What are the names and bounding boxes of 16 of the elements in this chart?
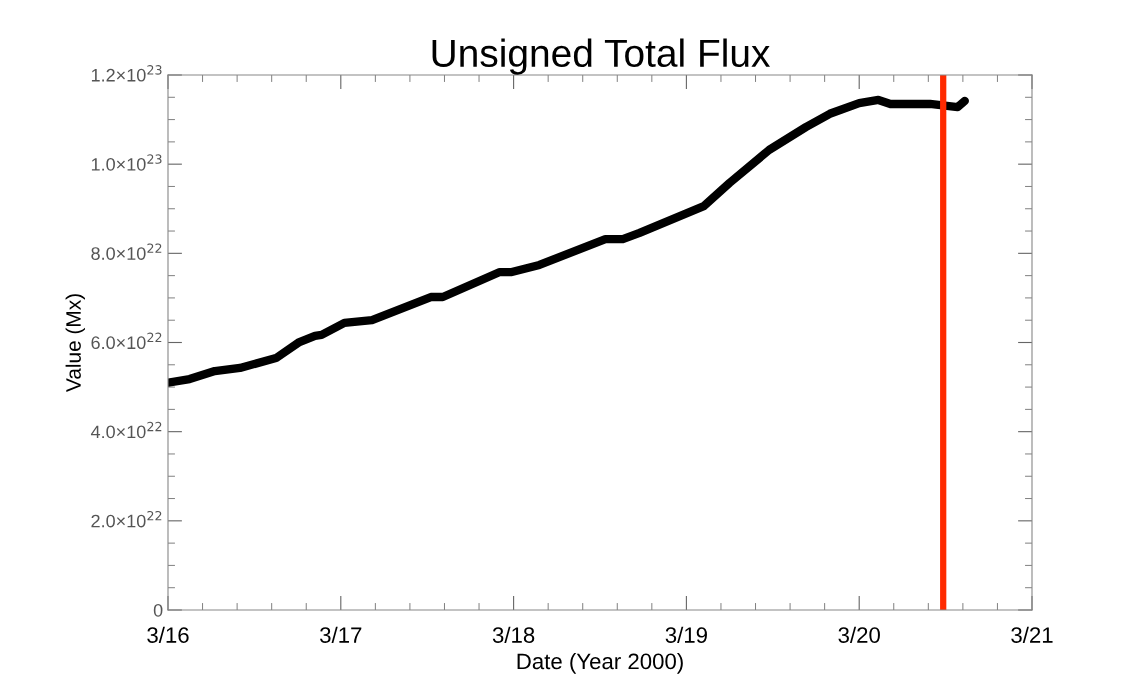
x-axis-title: Date (Year 2000): [517, 652, 683, 674]
chart-title: Unsigned Total Flux: [432, 38, 771, 75]
y-tick-label: 1.2×10$^{23}$: [91, 65, 162, 82]
x-tick-label: 3/16: [147, 626, 189, 643]
y-tick-label: 0: [153, 603, 163, 617]
x-tick-label: 3/17: [320, 626, 362, 643]
y-tick-label: 6.0×10$^{22}$: [91, 332, 162, 350]
x-tick-label: 3/18: [492, 626, 535, 643]
y-tick-label: 4.0×10$^{22}$: [90, 421, 162, 439]
x-tick-label: 3/19: [665, 626, 707, 643]
y-tick-label: 1.0×10$^{23}$: [91, 154, 162, 171]
y-axis-title: Value (Mx): [65, 294, 85, 392]
y-tick-label: 8.0×10$^{22}$: [91, 243, 162, 260]
x-tick-label: 3/21: [1011, 626, 1053, 643]
x-tick-label: 3/20: [838, 626, 880, 643]
y-tick-label: 2.0×10$^{22}$: [91, 510, 162, 528]
